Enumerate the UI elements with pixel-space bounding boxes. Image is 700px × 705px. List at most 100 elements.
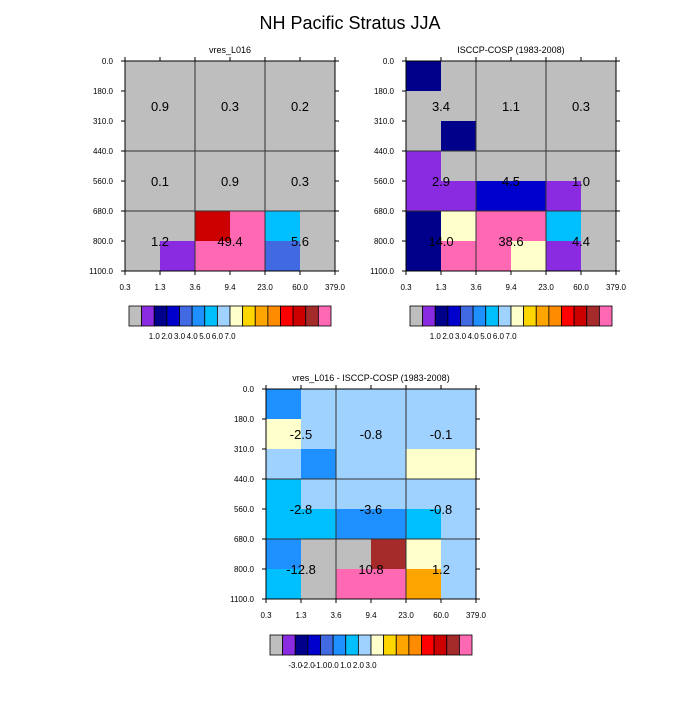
colorbar-swatch <box>216 305 231 327</box>
heatmap-cell <box>441 509 477 540</box>
heatmap-cell <box>371 479 407 510</box>
heatmap-cell <box>546 211 582 242</box>
heatmap-cell <box>230 181 266 212</box>
heatmap-cell <box>230 121 266 152</box>
colorbar-swatch <box>460 305 474 327</box>
x-tick-label: 379.0 <box>606 283 627 292</box>
group-total-label: 1.2 <box>432 562 450 577</box>
x-tick-label: 3.6 <box>470 283 482 292</box>
group-total-label: 0.9 <box>151 99 169 114</box>
colorbar-swatch <box>166 305 180 327</box>
group-total-label: 3.4 <box>432 99 450 114</box>
heatmap-cell <box>406 479 442 510</box>
heatmap-cell <box>476 181 512 212</box>
heatmap-cell <box>336 449 372 480</box>
y-tick-label: 560.0 <box>93 177 114 186</box>
heatmap-cell <box>441 479 477 510</box>
colorbar-label: 2.0 <box>442 332 454 341</box>
heatmap-cell <box>160 61 196 92</box>
group-total-label: 0.2 <box>291 99 309 114</box>
colorbar-swatch <box>535 305 550 327</box>
colorbar-swatch <box>317 305 332 327</box>
heatmap-cell <box>581 121 617 152</box>
y-tick-label: 0.0 <box>102 57 114 66</box>
group-total-label: -12.8 <box>286 562 316 577</box>
heatmap-cell <box>301 389 337 420</box>
heatmap-cell <box>546 121 582 152</box>
colorbar-swatch <box>434 305 449 327</box>
x-tick-label: 23.0 <box>257 283 273 292</box>
colorbar-label: 1.0 <box>149 332 161 341</box>
colorbar-swatch <box>598 305 613 327</box>
colorbar-swatch <box>485 305 499 327</box>
colorbar-swatch <box>242 305 256 327</box>
heatmap-cell <box>265 151 301 182</box>
heatmap-cell <box>160 241 196 272</box>
heatmap-cell <box>300 151 336 182</box>
heatmap-cell <box>266 449 302 480</box>
colorbar-swatch <box>497 305 512 327</box>
group-total-label: -2.5 <box>290 427 312 442</box>
y-tick-label: 1100.0 <box>370 267 394 276</box>
panel-title: vres_L016 - ISCCP-COSP (1983-2008) <box>292 373 449 383</box>
colorbar-swatch <box>510 305 525 327</box>
heatmap-cell <box>581 151 617 182</box>
x-tick-label: 379.0 <box>325 283 346 292</box>
heatmap-cell <box>476 211 512 242</box>
heatmap-cell <box>546 61 582 92</box>
heatmap-cell <box>476 61 512 92</box>
group-total-label: 4.5 <box>502 174 520 189</box>
heatmap-cell <box>230 151 266 182</box>
colorbar-label: 7.0 <box>505 332 517 341</box>
colorbar-swatch <box>282 634 296 656</box>
heatmap-cell <box>265 211 301 242</box>
heatmap-cell <box>406 569 442 600</box>
colorbar-label: -1.0 <box>314 661 328 670</box>
y-tick-label: 680.0 <box>374 207 395 216</box>
heatmap-cell <box>406 181 442 212</box>
heatmap-cell <box>336 479 372 510</box>
colorbar-swatch <box>179 305 193 327</box>
heatmap-cell <box>266 389 302 420</box>
y-tick-label: 180.0 <box>93 87 114 96</box>
heatmap-panel-1: vres_L016 0.3 1.3 3.6 9.4 23.0 60.0 379.0 0.0 180… <box>89 45 345 341</box>
colorbar-label: 1.0 <box>430 332 442 341</box>
heatmap-cell <box>511 241 547 272</box>
heatmap-cell <box>301 419 337 450</box>
heatmap-cell <box>125 181 161 212</box>
heatmap-cell <box>511 211 547 242</box>
colorbar-label: 6.0 <box>493 332 505 341</box>
heatmap-cell <box>406 389 442 420</box>
group-total-label: 0.3 <box>572 99 590 114</box>
heatmap-cell <box>581 241 617 272</box>
x-tick-label: 379.0 <box>466 611 487 620</box>
group-total-label: -0.8 <box>430 502 452 517</box>
x-tick-label: 0.3 <box>260 611 272 620</box>
heatmap-panel-3: vres_L016 - ISCCP-COSP (1983-2008) 0.3 1.3… <box>230 373 486 670</box>
group-total-label: 1.0 <box>572 174 590 189</box>
x-tick-label: 60.0 <box>433 611 449 620</box>
heatmap-cell <box>301 479 337 510</box>
group-total-label: 14.0 <box>428 234 453 249</box>
heatmap-cell <box>265 91 301 122</box>
heatmap-cell <box>546 151 582 182</box>
heatmap-cell <box>301 539 337 570</box>
heatmap-cell <box>371 389 407 420</box>
heatmap-cell <box>371 539 407 570</box>
colorbar-swatch <box>561 305 575 327</box>
heatmap-cell <box>546 91 582 122</box>
heatmap-cell <box>300 181 336 212</box>
heatmap-cell <box>511 181 547 212</box>
heatmap-cell <box>546 241 582 272</box>
colorbar-swatch <box>586 305 600 327</box>
y-tick-label: 1100.0 <box>230 595 254 604</box>
colorbar-swatch <box>307 634 321 656</box>
colorbar-swatch <box>254 305 269 327</box>
heatmap-cell <box>230 241 266 272</box>
heatmap-cell <box>406 61 442 92</box>
panel-title: ISCCP-COSP (1983-2008) <box>457 45 564 55</box>
colorbar-swatch <box>191 305 206 327</box>
heatmap-cell <box>371 569 407 600</box>
heatmap-cell <box>406 211 442 242</box>
colorbar-swatch <box>472 305 487 327</box>
